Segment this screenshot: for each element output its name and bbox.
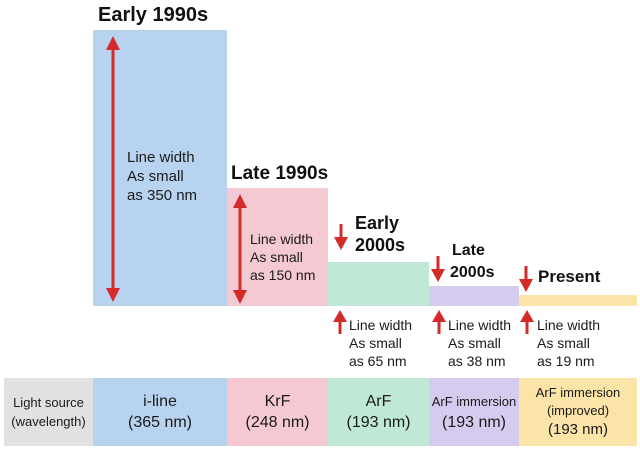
line-width-early-2000s-l1: Line width <box>349 317 413 333</box>
light-source-krf: KrF (248 nm) <box>227 378 328 446</box>
light-source-i-line: i-line (365 nm) <box>93 378 227 446</box>
line-width-late-1990s-l2: As small <box>250 249 303 265</box>
line-width-present-l1: Line width <box>537 317 601 333</box>
down-arrow-icon-early-2000s <box>334 224 348 250</box>
light-source-wavelength: (193 nm) <box>346 414 411 431</box>
light-source-name: i-line <box>143 393 177 410</box>
line-width-late-2000s-l3: as 38 nm <box>448 353 506 369</box>
bar-present <box>519 295 637 306</box>
line-width-early-1990s: Line width As small as 350 nm <box>127 148 197 205</box>
light-source-name-l1: ArF immersion <box>535 385 621 400</box>
light-source-wavelength: (193 nm) <box>441 414 507 431</box>
line-width-early-2000s-l3: as 65 nm <box>349 353 407 369</box>
light-source-header-l2: (wavelength) <box>11 414 86 429</box>
line-width-late-2000s-l2: As small <box>448 335 501 351</box>
line-width-present-l2: As small <box>537 335 590 351</box>
up-arrow-icon-early-2000s <box>333 310 347 334</box>
light-source-name: ArF immersion <box>431 394 517 409</box>
line-width-early-2000s: Line width As small as 65 nm <box>349 316 412 370</box>
era-title-late-2000s: Late 2000s <box>450 240 495 284</box>
era-title-late-2000s-line2: 2000s <box>450 264 495 281</box>
down-arrow-icon-late-2000s <box>431 256 445 282</box>
line-width-early-1990s-l3: as 350 nm <box>127 187 198 204</box>
line-width-present-l3: as 19 nm <box>537 353 595 369</box>
up-arrow-icon-present <box>520 310 534 334</box>
light-source-wavelength: (193 nm) <box>547 421 609 438</box>
line-width-late-1990s: Line width As small as 150 nm <box>250 230 315 284</box>
line-width-late-1990s-l3: as 150 nm <box>250 267 316 283</box>
bar-late-2000s <box>429 286 519 306</box>
era-title-late-2000s-line1: Late <box>452 242 485 259</box>
light-source-wavelength: (248 nm) <box>245 414 310 431</box>
light-source-header-l1: Light source <box>13 395 84 410</box>
light-source-header: Light source (wavelength) <box>4 378 93 446</box>
era-title-present: Present <box>538 267 601 286</box>
line-width-early-1990s-l1: Line width <box>127 149 195 166</box>
light-source-name: ArF <box>365 393 392 410</box>
down-arrow-icon-present <box>519 266 533 292</box>
line-width-early-1990s-l2: As small <box>127 168 184 185</box>
line-width-late-1990s-l1: Line width <box>250 231 314 247</box>
era-title-early-2000s-line1: Early <box>355 213 400 233</box>
light-source-name: KrF <box>264 393 291 410</box>
era-title-early-2000s-line2: 2000s <box>355 235 406 255</box>
double-arrow-icon-early-1990s <box>106 36 120 302</box>
up-arrow-icon-late-2000s <box>432 310 446 334</box>
bar-early-1990s <box>93 30 227 306</box>
era-title-early-2000s: Early 2000s <box>355 212 405 256</box>
light-source-arf-immersion: ArF immersion (193 nm) <box>429 378 519 446</box>
double-arrow-icon-late-1990s <box>233 194 247 304</box>
era-title-early-1990s: Early 1990s <box>98 4 209 26</box>
line-width-present: Line width As small as 19 nm <box>537 316 600 370</box>
light-source-arf: ArF (193 nm) <box>328 378 429 446</box>
light-source-arf-immersion-improved: ArF immersion (improved) (193 nm) <box>519 378 637 446</box>
line-width-late-2000s-l1: Line width <box>448 317 512 333</box>
era-title-late-1990s: Late 1990s <box>231 163 329 184</box>
line-width-early-2000s-l2: As small <box>349 335 402 351</box>
bar-early-2000s <box>328 262 429 306</box>
light-source-name-l2: (improved) <box>546 403 610 418</box>
light-source-wavelength: (365 nm) <box>127 414 193 431</box>
line-width-late-2000s: Line width As small as 38 nm <box>448 316 511 370</box>
